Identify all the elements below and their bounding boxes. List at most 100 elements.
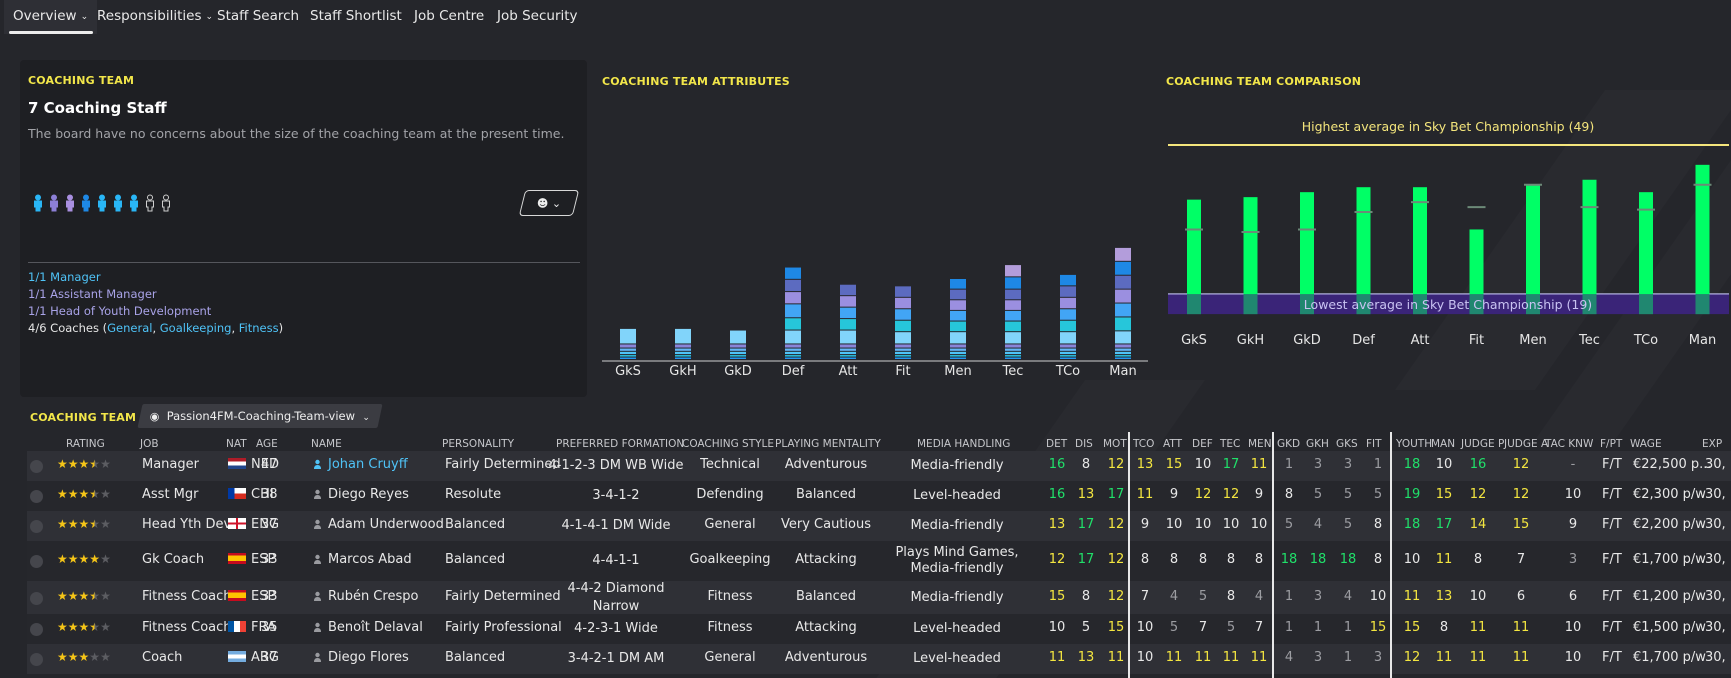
bar-segment[interactable] [1115, 275, 1131, 289]
table-row[interactable]: ★★★★★ Manager NED 47 Johan Cruyff Fairly Dete… [27, 451, 1731, 481]
role-line[interactable]: 1/1 Assistant Manager [28, 287, 157, 301]
view-selector[interactable]: ◉ Passion4FM-Coaching-Team-view ⌄ [137, 404, 383, 428]
row-select-checkbox[interactable] [30, 623, 43, 636]
column-header-youth[interactable]: YOUTH [1396, 438, 1433, 450]
table-row[interactable]: ★★★★★ Asst Mgr CHI 38 Diego Reyes Resolute 3-4… [27, 481, 1731, 511]
column-header-age[interactable]: AGE [256, 438, 278, 450]
bar-segment[interactable] [895, 357, 911, 359]
bar-segment[interactable] [1060, 320, 1076, 332]
bar-segment[interactable] [675, 344, 691, 348]
bar-segment[interactable] [785, 330, 801, 344]
bar-segment[interactable] [675, 355, 691, 357]
bar-segment[interactable] [840, 357, 856, 359]
table-row[interactable]: ★★★★★ Gk Coach ESP 33 Marcos Abad Balanced 4-4… [27, 541, 1731, 581]
bar-segment[interactable] [950, 289, 966, 300]
table-row[interactable]: ★★★★★ Head Yth Dev ENG 37 Adam Underwood Bala… [27, 511, 1731, 541]
table-row[interactable]: ★★★★★ Fitness Coach ESP 33 Rubén Crespo Fairl… [27, 581, 1731, 614]
column-header-tco[interactable]: TCO [1133, 438, 1155, 450]
staff-name[interactable]: Diego Reyes [328, 487, 409, 502]
bar-segment[interactable] [840, 307, 856, 319]
bar-segment[interactable] [1060, 274, 1076, 286]
bar-segment[interactable] [1060, 309, 1076, 320]
bar-segment[interactable] [1005, 289, 1021, 300]
name-cell[interactable]: Diego Reyes [313, 487, 409, 502]
column-header-gkh[interactable]: GKH [1306, 438, 1329, 450]
coach-type-link[interactable]: Fitness [238, 321, 279, 335]
bar-segment[interactable] [620, 355, 636, 357]
nav-tab-job-security[interactable]: Job Security [488, 0, 587, 34]
bar-segment[interactable] [675, 348, 691, 351]
column-header-dis[interactable]: DIS [1075, 438, 1093, 450]
bar-segment[interactable] [1060, 348, 1076, 351]
bar-segment[interactable] [785, 292, 801, 304]
comparison-bar[interactable] [1243, 197, 1258, 315]
column-header-tec[interactable]: TEC [1220, 438, 1241, 450]
row-select-checkbox[interactable] [30, 653, 43, 666]
bar-segment[interactable] [1060, 286, 1076, 297]
column-header-name[interactable]: NAME [311, 438, 342, 450]
bar-segment[interactable] [730, 357, 746, 359]
column-header-att[interactable]: ATT [1163, 438, 1183, 450]
view-options-button[interactable]: ☻ ⌄ [518, 190, 580, 216]
bar-segment[interactable] [895, 355, 911, 357]
row-select-checkbox[interactable] [30, 520, 43, 533]
comparison-bar[interactable] [1695, 164, 1710, 315]
bar-segment[interactable] [950, 321, 966, 332]
bar-segment[interactable] [840, 296, 856, 307]
column-header-def[interactable]: DEF [1192, 438, 1213, 450]
bar-segment[interactable] [620, 348, 636, 351]
column-header-rating[interactable]: RATING [66, 438, 105, 450]
bar-segment[interactable] [895, 297, 911, 309]
bar-segment[interactable] [1005, 344, 1021, 348]
bar-segment[interactable] [675, 328, 691, 344]
row-select-checkbox[interactable] [30, 591, 43, 605]
column-header-media[interactable]: MEDIA HANDLING [917, 438, 1011, 450]
nav-tab-staff-shortlist[interactable]: Staff Shortlist [301, 0, 411, 34]
bar-segment[interactable] [1060, 355, 1076, 357]
name-cell[interactable]: Johan Cruyff [313, 457, 408, 472]
bar-segment[interactable] [840, 351, 856, 355]
column-header-mentality[interactable]: PLAYING MENTALITY [775, 438, 881, 450]
nav-tab-job-centre[interactable]: Job Centre [405, 0, 493, 34]
name-cell[interactable]: Marcos Abad [313, 552, 412, 567]
bar-segment[interactable] [1115, 344, 1131, 348]
comparison-bar[interactable] [1300, 192, 1314, 315]
bar-segment[interactable] [1115, 317, 1131, 331]
staff-name[interactable]: Diego Flores [328, 650, 409, 665]
table-row[interactable]: ★★★★★ Coach ARG 37 Diego Flores Balanced 3-4-2… [27, 644, 1731, 674]
bar-segment[interactable] [950, 344, 966, 348]
column-header-judgep[interactable]: JUDGE P [1461, 438, 1505, 450]
bar-segment[interactable] [785, 279, 801, 292]
bar-segment[interactable] [895, 320, 911, 332]
bar-segment[interactable] [1060, 357, 1076, 359]
bar-segment[interactable] [1005, 310, 1021, 321]
bar-segment[interactable] [620, 351, 636, 355]
bar-segment[interactable] [1115, 348, 1131, 351]
bar-segment[interactable] [785, 351, 801, 355]
bar-segment[interactable] [1005, 351, 1021, 355]
column-header-personality[interactable]: PERSONALITY [442, 438, 515, 450]
bar-segment[interactable] [950, 300, 966, 310]
bar-segment[interactable] [785, 267, 801, 279]
column-header-fpt[interactable]: F/PT [1600, 438, 1623, 450]
bar-segment[interactable] [895, 332, 911, 344]
bar-segment[interactable] [1060, 351, 1076, 355]
bar-segment[interactable] [895, 309, 911, 320]
bar-segment[interactable] [730, 344, 746, 348]
role-line[interactable]: 1/1 Head of Youth Development [28, 304, 212, 318]
bar-segment[interactable] [675, 357, 691, 359]
row-select-checkbox[interactable] [30, 460, 43, 473]
bar-segment[interactable] [1005, 300, 1021, 310]
table-row[interactable]: ★★★★★ Fitness Coach FRA 35 Benoît Delaval Fai… [27, 614, 1731, 644]
bar-segment[interactable] [1115, 289, 1131, 303]
bar-segment[interactable] [950, 355, 966, 357]
bar-segment[interactable] [895, 286, 911, 297]
bar-segment[interactable] [1005, 321, 1021, 332]
coach-type-link[interactable]: General [107, 321, 153, 335]
column-header-style[interactable]: COACHING STYLE [682, 438, 775, 450]
bar-segment[interactable] [950, 357, 966, 359]
bar-segment[interactable] [950, 310, 966, 321]
comparison-bar[interactable] [1639, 192, 1653, 315]
bar-segment[interactable] [730, 355, 746, 357]
bar-segment[interactable] [1005, 355, 1021, 357]
